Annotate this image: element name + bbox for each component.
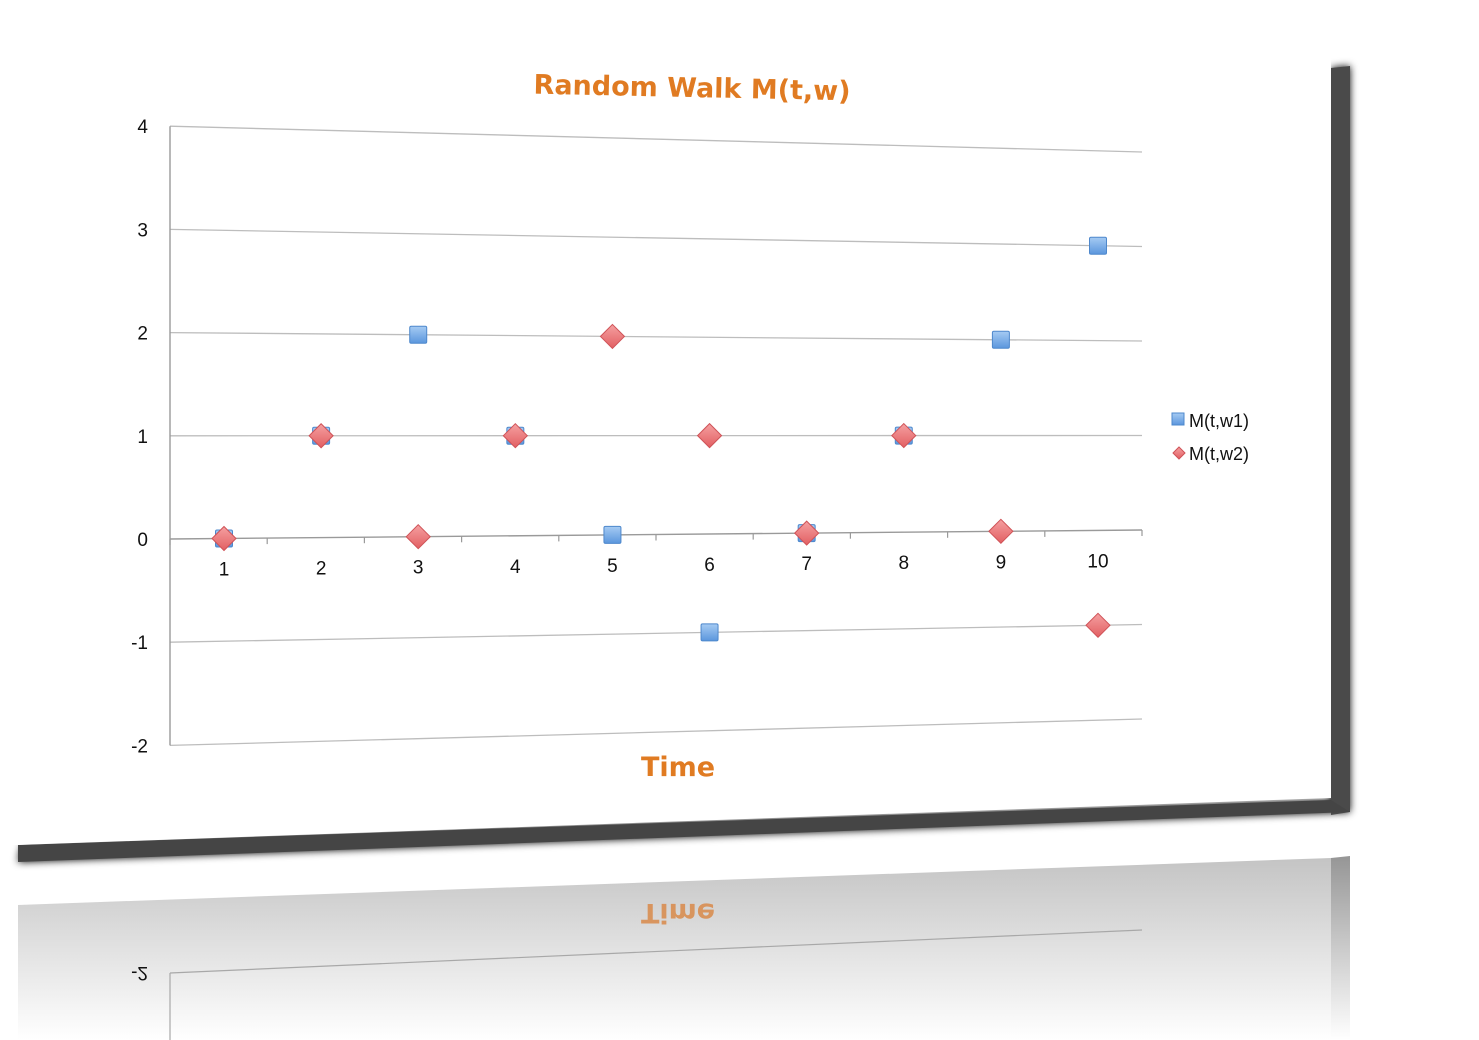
data-point-square bbox=[991, 330, 1010, 349]
chart-frame bbox=[0, 0, 1350, 862]
axes bbox=[169, 126, 1143, 746]
y-tick-label: 0 bbox=[137, 530, 148, 551]
reflection-gridline bbox=[169, 929, 1143, 974]
frame-shadow-bottom bbox=[18, 800, 1350, 862]
reflection-axis-title: Time bbox=[641, 897, 715, 928]
x-tick-label: 5 bbox=[607, 556, 618, 577]
x-tick-label: 8 bbox=[898, 553, 909, 574]
x-tick-label: 6 bbox=[704, 555, 715, 576]
legend-label-series-2: M(t,w2) bbox=[1189, 444, 1249, 464]
gridline--2 bbox=[169, 718, 1143, 747]
y-tick-label: 2 bbox=[137, 324, 148, 345]
x-tick-label: 9 bbox=[996, 552, 1007, 573]
legend: M(t,w1) M(t,w2) bbox=[1171, 411, 1249, 464]
legend-label-series-1: M(t,w1) bbox=[1189, 411, 1249, 431]
series-2 bbox=[211, 323, 1111, 639]
gridline-2 bbox=[169, 331, 1143, 342]
frame-shadow-solid bbox=[1331, 66, 1350, 815]
data-point-square bbox=[409, 325, 428, 344]
data-point-diamond bbox=[891, 422, 917, 449]
y-tick-label: 1 bbox=[137, 427, 148, 448]
x-tick-label: 3 bbox=[413, 558, 424, 579]
data-point-diamond bbox=[988, 518, 1014, 545]
data-series bbox=[211, 236, 1111, 642]
reflection-tick-label: -2 bbox=[131, 962, 148, 983]
legend-marker-diamond bbox=[1172, 446, 1186, 460]
data-point-square bbox=[603, 525, 622, 544]
x-tick-labels: 1 2 3 4 5 6 7 8 9 10 bbox=[219, 551, 1109, 580]
data-point-diamond bbox=[696, 422, 723, 449]
data-point-diamond bbox=[308, 423, 334, 449]
reflection-page bbox=[18, 858, 1331, 1040]
y-tick-labels: 4 3 2 1 0 -1 -2 bbox=[131, 117, 148, 757]
chart-reflection: Time -2 bbox=[18, 856, 1350, 1040]
x-tick-label: 2 bbox=[316, 559, 327, 580]
y-tick-label: 3 bbox=[137, 220, 148, 241]
data-point-square bbox=[1089, 236, 1107, 255]
x-tick-label: 4 bbox=[510, 557, 521, 578]
data-point-diamond bbox=[599, 323, 626, 350]
y-tick-label: -1 bbox=[131, 633, 148, 654]
data-point-square bbox=[700, 623, 719, 642]
legend-marker-square bbox=[1171, 412, 1185, 426]
y-tick-label: 4 bbox=[137, 117, 148, 138]
x-tick-label: 1 bbox=[219, 560, 230, 581]
data-point-diamond bbox=[405, 523, 431, 550]
x-tick-label: 7 bbox=[801, 554, 812, 575]
y-tick-label: -2 bbox=[131, 736, 148, 757]
reflection-shadow-right bbox=[1331, 856, 1350, 1040]
data-point-diamond bbox=[502, 422, 529, 449]
data-point-diamond bbox=[211, 525, 237, 552]
chart-title: Random Walk M(t,w) bbox=[533, 70, 851, 108]
data-point-diamond bbox=[1085, 612, 1111, 639]
x-tick-label: 10 bbox=[1087, 551, 1108, 572]
data-point-diamond bbox=[793, 520, 820, 546]
gridline--1 bbox=[169, 623, 1143, 643]
gridline-4 bbox=[169, 125, 1143, 153]
x-axis-title: Time bbox=[641, 752, 715, 783]
gridline-3 bbox=[169, 228, 1143, 248]
gridlines bbox=[169, 125, 1143, 747]
chart-page bbox=[0, 0, 1331, 845]
